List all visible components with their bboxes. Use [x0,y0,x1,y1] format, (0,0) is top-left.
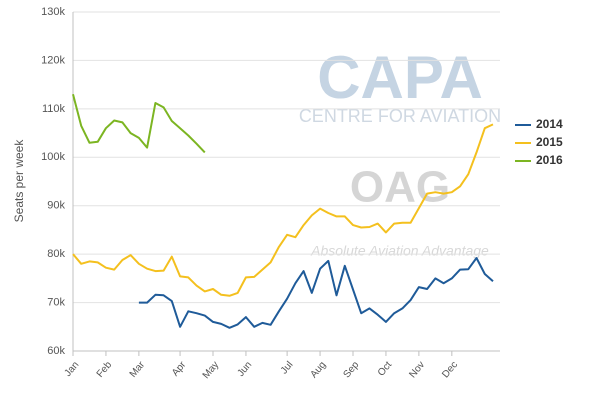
x-tick-label: Dec [440,360,460,381]
y-tick-label: 90k [47,200,65,212]
legend-label: 2015 [536,135,563,149]
x-tick-label: Feb [95,359,115,380]
x-tick-label: Jun [235,360,254,379]
y-tick-label: 80k [47,248,65,260]
legend-label: 2014 [536,117,563,131]
y-tick-label: 70k [47,296,65,308]
x-tick-label: Jan [63,360,82,379]
x-tick-label: Oct [376,359,395,378]
y-tick-label: 120k [41,54,65,66]
watermark: CENTRE FOR AVIATION [299,106,501,126]
legend-label: 2016 [536,153,563,167]
watermark: Absolute Aviation Advantage [310,243,489,259]
x-tick-label: Aug [309,360,329,381]
x-tick-label: Sep [341,359,361,380]
series-line [72,123,494,297]
x-tick-label: Nov [407,360,427,381]
x-tick-label: Mar [128,359,148,380]
x-tick-label: May [201,360,222,382]
x-tick-label: Jul [279,360,296,377]
y-tick-label: 110k [42,103,66,115]
watermark: CAPA [317,44,483,111]
y-tick-label: 130k [41,6,65,18]
y-tick-label: 100k [41,151,65,163]
y-tick-label: 60k [47,345,65,357]
y-axis-label: Seats per week [12,139,26,223]
x-tick-label: Apr [170,359,189,379]
watermark: OAG [350,163,450,212]
series-line [72,94,206,154]
series-line [138,257,494,329]
